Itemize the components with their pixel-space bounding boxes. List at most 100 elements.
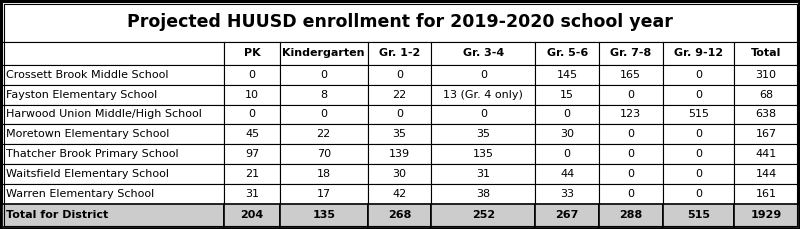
Bar [280, 85, 368, 105]
Bar [431, 105, 535, 124]
Text: 515: 515 [688, 109, 709, 120]
Text: 38: 38 [476, 189, 490, 199]
Bar [2, 204, 224, 227]
Text: 13 (Gr. 4 only): 13 (Gr. 4 only) [443, 90, 523, 100]
Bar [224, 144, 280, 164]
Text: 0: 0 [695, 189, 702, 199]
Bar [280, 184, 368, 204]
Bar [431, 204, 535, 227]
Text: 10: 10 [245, 90, 259, 100]
Text: Harwood Union Middle/High School: Harwood Union Middle/High School [6, 109, 202, 120]
Text: 17: 17 [317, 189, 330, 199]
Text: Projected HUUSD enrollment for 2019-2020 school year: Projected HUUSD enrollment for 2019-2020… [127, 13, 673, 31]
Bar [599, 105, 662, 124]
Bar [224, 124, 280, 144]
Text: 0: 0 [564, 149, 570, 159]
Bar [431, 164, 535, 184]
Text: 0: 0 [627, 129, 634, 139]
Text: 15: 15 [560, 90, 574, 100]
Bar [280, 124, 368, 144]
Bar [734, 65, 798, 85]
Bar [368, 184, 431, 204]
Text: Total for District: Total for District [6, 210, 108, 221]
Text: Kindergarten: Kindergarten [282, 48, 365, 58]
Text: 135: 135 [473, 149, 494, 159]
Text: 0: 0 [627, 149, 634, 159]
Text: 288: 288 [619, 210, 642, 221]
Bar [662, 204, 734, 227]
Text: 18: 18 [317, 169, 330, 179]
Bar [431, 124, 535, 144]
Text: 0: 0 [249, 70, 255, 80]
Bar [535, 204, 599, 227]
Text: 135: 135 [312, 210, 335, 221]
Text: 0: 0 [695, 149, 702, 159]
Text: 167: 167 [756, 129, 777, 139]
Text: 97: 97 [245, 149, 259, 159]
Bar [662, 164, 734, 184]
Text: Gr. 1-2: Gr. 1-2 [379, 48, 420, 58]
Bar [662, 124, 734, 144]
Text: 0: 0 [396, 70, 403, 80]
Bar [734, 184, 798, 204]
Bar [599, 184, 662, 204]
Bar [368, 42, 431, 65]
Text: 30: 30 [560, 129, 574, 139]
Text: 638: 638 [756, 109, 777, 120]
Text: 22: 22 [317, 129, 331, 139]
Bar [280, 204, 368, 227]
Bar [734, 204, 798, 227]
Text: Total: Total [751, 48, 782, 58]
Text: Thatcher Brook Primary School: Thatcher Brook Primary School [6, 149, 178, 159]
Bar [224, 65, 280, 85]
Text: 42: 42 [392, 189, 406, 199]
Text: 0: 0 [480, 109, 487, 120]
Text: PK: PK [244, 48, 260, 58]
Text: 8: 8 [320, 90, 327, 100]
Text: 30: 30 [393, 169, 406, 179]
Bar [368, 204, 431, 227]
Bar [662, 65, 734, 85]
Bar [2, 65, 224, 85]
Bar [368, 105, 431, 124]
Bar [224, 184, 280, 204]
Text: Gr. 5-6: Gr. 5-6 [546, 48, 588, 58]
Text: 0: 0 [695, 90, 702, 100]
Text: 252: 252 [472, 210, 495, 221]
Bar [599, 65, 662, 85]
Text: 22: 22 [392, 90, 406, 100]
Text: 21: 21 [245, 169, 259, 179]
Text: 165: 165 [620, 70, 642, 80]
Bar [2, 42, 224, 65]
Text: 139: 139 [389, 149, 410, 159]
Text: Warren Elementary School: Warren Elementary School [6, 189, 154, 199]
Text: Gr. 9-12: Gr. 9-12 [674, 48, 723, 58]
Text: 161: 161 [756, 189, 777, 199]
Bar [368, 85, 431, 105]
Text: 35: 35 [393, 129, 406, 139]
Text: 0: 0 [249, 109, 255, 120]
Text: 35: 35 [476, 129, 490, 139]
Text: Waitsfield Elementary School: Waitsfield Elementary School [6, 169, 169, 179]
Text: Crossett Brook Middle School: Crossett Brook Middle School [6, 70, 169, 80]
Bar [535, 164, 599, 184]
Bar [535, 65, 599, 85]
Bar [734, 105, 798, 124]
Text: 0: 0 [320, 70, 327, 80]
Text: 31: 31 [476, 169, 490, 179]
Text: 0: 0 [480, 70, 487, 80]
Bar [599, 85, 662, 105]
Text: 310: 310 [756, 70, 777, 80]
Bar [224, 85, 280, 105]
Bar [599, 164, 662, 184]
Bar [280, 65, 368, 85]
Bar [280, 164, 368, 184]
Text: 144: 144 [755, 169, 777, 179]
Text: 31: 31 [245, 189, 259, 199]
Bar [599, 204, 662, 227]
Bar [535, 85, 599, 105]
Bar [734, 124, 798, 144]
Bar [662, 42, 734, 65]
Bar [368, 65, 431, 85]
Bar [431, 65, 535, 85]
